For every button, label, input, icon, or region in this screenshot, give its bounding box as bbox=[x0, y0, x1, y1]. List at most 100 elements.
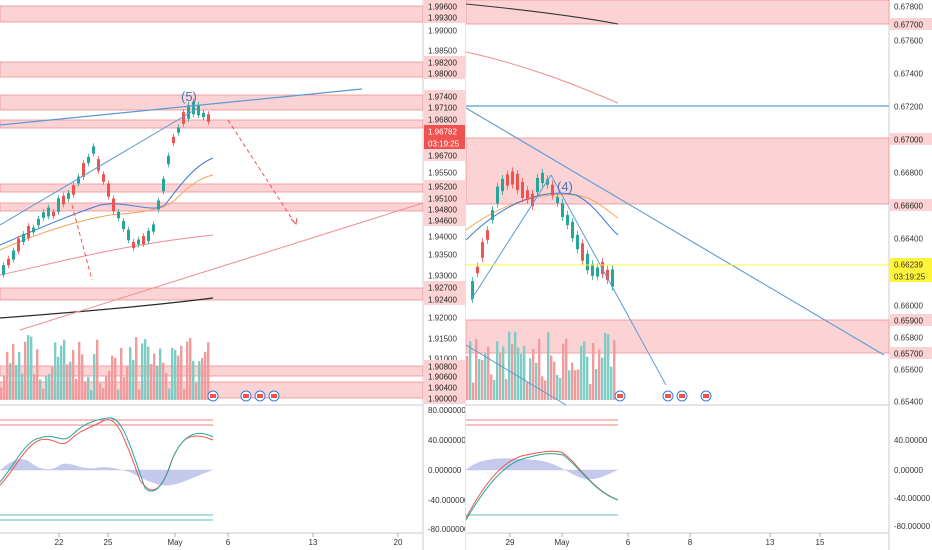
left-volume-bar bbox=[201, 357, 204, 400]
left-volume-bar bbox=[21, 373, 24, 400]
left-economic-event-icon[interactable] bbox=[207, 390, 219, 402]
right-volume-bar bbox=[502, 346, 505, 400]
left-candle-body bbox=[87, 156, 90, 164]
right-price-label: 0.67400 bbox=[894, 70, 923, 79]
left-candle-body bbox=[187, 105, 190, 119]
left-volume-bar bbox=[129, 347, 132, 400]
right-volume-bar bbox=[595, 369, 598, 400]
left-volume-bar bbox=[147, 346, 150, 400]
right-time-axis[interactable]: 29 May 6 8 13 15 bbox=[506, 533, 825, 547]
right-price-label: 0.66600 bbox=[894, 202, 923, 211]
right-price-badge bbox=[890, 347, 932, 359]
left-candle-body bbox=[192, 101, 195, 115]
right-chart-pane[interactable]: (4) 0.67800 0.67700 0.67600 0.67400 0.67200 0… bbox=[466, 0, 932, 550]
right-volume-bar bbox=[517, 347, 520, 400]
right-oscillator-axis[interactable]: 40.00000 0.00000 -40.00000 -80.00000 bbox=[894, 436, 931, 531]
right-price-badge bbox=[890, 258, 932, 270]
left-volume-bar bbox=[66, 364, 69, 400]
left-price-label: 1.94600 bbox=[428, 217, 457, 226]
left-volume-bar bbox=[36, 349, 39, 400]
left-oscillator-axis[interactable]: 80.000000 40.000000 0.000000 -40.000000 -80.… bbox=[428, 406, 466, 534]
left-time-axis[interactable]: 22 25 May 6 13 20 bbox=[55, 533, 403, 547]
left-chart-pane[interactable]: (5) 1.99600 1.99300 1.99000 1.98500 1.98200 1… bbox=[0, 0, 466, 550]
left-price-axis[interactable]: 1.99600 1.99300 1.99000 1.98500 1.98200 1.980… bbox=[424, 0, 466, 404]
left-candle-body bbox=[117, 211, 120, 219]
left-candle-body bbox=[97, 159, 100, 171]
left-price-badge bbox=[424, 392, 466, 404]
left-volume-bar bbox=[72, 349, 75, 400]
right-osc-label: 0.00000 bbox=[894, 466, 923, 475]
left-volume-bar bbox=[6, 352, 9, 400]
right-price-label: 0.66239 bbox=[894, 261, 923, 270]
left-volume-bar bbox=[123, 377, 126, 400]
left-volume-bar bbox=[84, 381, 87, 400]
left-volume-bar bbox=[90, 389, 93, 400]
right-candle-body bbox=[606, 269, 609, 281]
right-osc-label: -40.00000 bbox=[894, 494, 931, 503]
right-time-label: 15 bbox=[816, 538, 825, 547]
right-time-label: May bbox=[554, 538, 569, 547]
left-volume-bar bbox=[69, 361, 72, 400]
left-oscillator bbox=[0, 417, 214, 521]
left-volume-bar bbox=[102, 388, 105, 400]
right-economic-event-icon[interactable] bbox=[614, 390, 626, 402]
right-volume-bar bbox=[565, 338, 568, 400]
left-candle-body bbox=[157, 200, 160, 210]
left-candle-body bbox=[132, 241, 135, 249]
right-candle-body bbox=[611, 269, 614, 287]
left-candle-body bbox=[42, 212, 45, 218]
left-event-icons[interactable] bbox=[207, 390, 280, 402]
right-price-label: 0.65600 bbox=[894, 366, 923, 375]
right-economic-event-icon[interactable] bbox=[676, 390, 688, 402]
right-chart-svg[interactable]: (4) 0.678000.677000.676000.674000.672000… bbox=[466, 0, 932, 550]
left-volume-bar bbox=[183, 388, 186, 400]
right-volume-bar bbox=[505, 379, 508, 400]
right-time-label: 29 bbox=[506, 538, 515, 547]
left-economic-event-icon[interactable] bbox=[254, 390, 266, 402]
left-economic-event-icon[interactable] bbox=[240, 390, 252, 402]
right-osc-label: -80.00000 bbox=[894, 522, 931, 531]
right-volume-bar bbox=[487, 346, 490, 400]
left-volume-bar bbox=[30, 336, 33, 400]
right-price-axis[interactable]: 0.67800 0.67700 0.67600 0.67400 0.67200 0.670… bbox=[890, 3, 932, 407]
left-economic-event-icon[interactable] bbox=[268, 390, 280, 402]
right-volume-bar bbox=[499, 352, 502, 400]
right-volume-bar bbox=[553, 361, 556, 400]
left-volume-bar bbox=[99, 383, 102, 400]
left-osc-label: 80.000000 bbox=[428, 406, 466, 415]
left-volume-bar bbox=[24, 341, 27, 400]
left-candle-body bbox=[12, 250, 15, 260]
right-candle-body bbox=[486, 230, 489, 240]
left-candle-body bbox=[67, 193, 70, 199]
left-volume-bar bbox=[12, 344, 15, 400]
left-volume-bar bbox=[207, 342, 210, 400]
right-event-icons[interactable] bbox=[614, 390, 712, 402]
right-candle-body bbox=[476, 266, 479, 274]
left-volume-bar bbox=[87, 377, 90, 400]
left-price-label: 03:19:25 bbox=[428, 140, 460, 149]
left-chart-svg[interactable]: (5) 1.996001.993001.990001.985001.982001… bbox=[0, 0, 466, 550]
left-volume-bar bbox=[168, 388, 171, 400]
left-candle-body bbox=[112, 198, 115, 212]
right-volume-bar bbox=[484, 353, 487, 400]
right-candles bbox=[471, 167, 614, 303]
left-price-label: 1.94800 bbox=[428, 206, 457, 215]
left-candles bbox=[2, 98, 210, 278]
left-time-label: 25 bbox=[104, 538, 113, 547]
left-volume-bar bbox=[78, 341, 81, 400]
right-volume-bar bbox=[529, 358, 532, 400]
left-price-label: 1.99600 bbox=[428, 3, 457, 12]
left-candle-body bbox=[47, 207, 50, 217]
left-volume-bar bbox=[45, 376, 48, 400]
left-volume-bar bbox=[33, 374, 36, 400]
right-economic-event-icon[interactable] bbox=[662, 390, 674, 402]
right-candle-body bbox=[536, 177, 539, 193]
left-candle-body bbox=[107, 183, 110, 197]
left-candle-body bbox=[162, 178, 165, 192]
right-volume-bar bbox=[514, 331, 517, 400]
left-volume-bar bbox=[114, 358, 117, 400]
right-economic-event-icon[interactable] bbox=[700, 390, 712, 402]
right-candle-body bbox=[506, 174, 509, 186]
left-volume-bar bbox=[27, 335, 30, 400]
left-price-label: 1.92000 bbox=[428, 314, 457, 323]
